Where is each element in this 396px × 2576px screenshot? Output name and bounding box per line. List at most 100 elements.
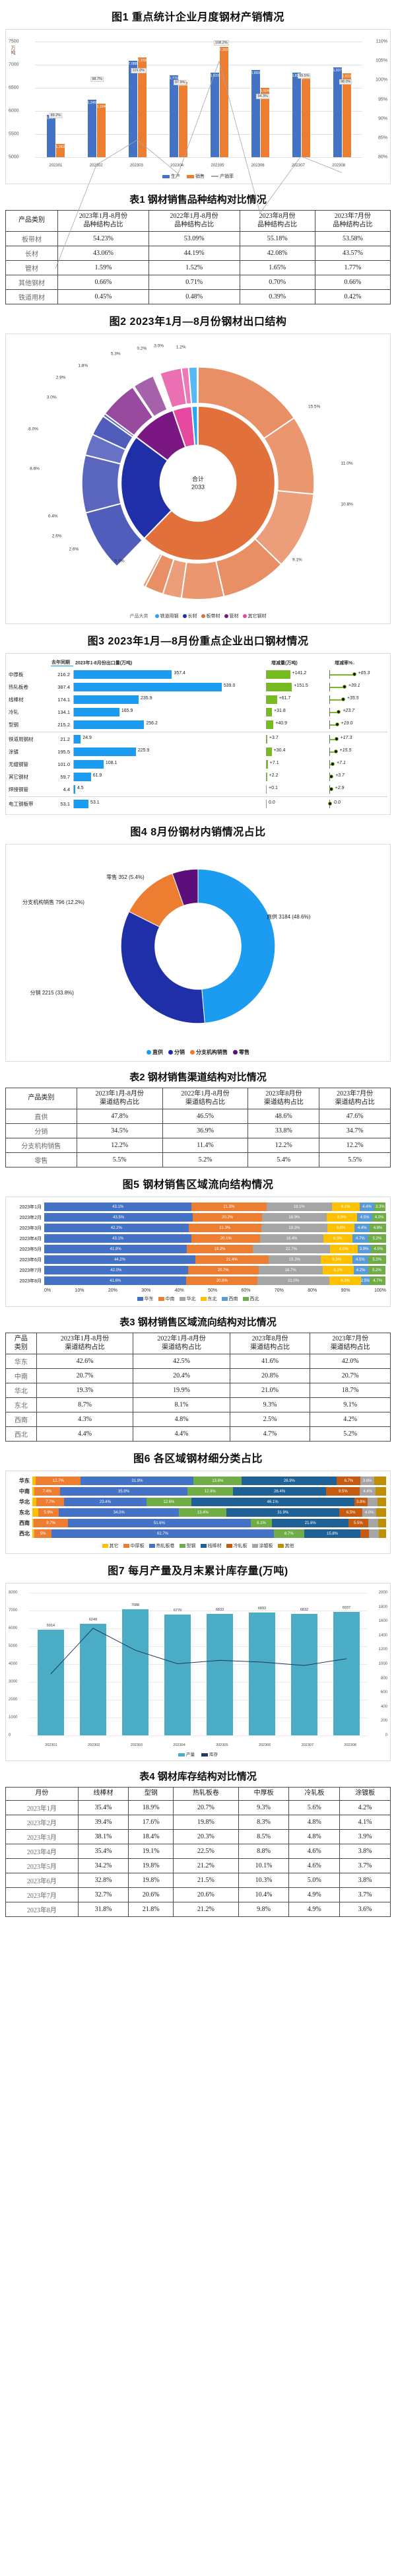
fig3-bar-cell: 61.9	[73, 773, 263, 781]
t3-cell: 4.2%	[310, 1412, 391, 1427]
fig1-bar-value: 6,937	[333, 69, 342, 73]
fig2-percent-label: 8.6%	[30, 466, 40, 471]
t2-cell: 5.4%	[248, 1152, 320, 1167]
t2-header-line: 渠道结构占比	[185, 1098, 226, 1106]
table2-title: 表2 钢材销售渠道结构对比情况	[129, 1072, 267, 1083]
fig4-legend-label: 分支机构销售	[196, 1049, 228, 1055]
t2-cell: 46.5%	[162, 1109, 249, 1124]
fig7-y-tick: 2000	[9, 1698, 18, 1702]
fig6-row-label: 西北	[19, 1531, 30, 1537]
fig7-bar-value: 6937	[342, 1605, 351, 1610]
fig1-y-right-tick: 95%	[378, 97, 387, 102]
fig6-segment: 6.1%	[250, 1519, 273, 1527]
fig1-gridline	[35, 157, 362, 158]
t3-header-line: 产品	[14, 1335, 28, 1342]
fig3-rate-line	[330, 712, 339, 713]
fig7-gridline	[30, 1735, 368, 1736]
t2-header-line: 渠道结构占比	[100, 1098, 140, 1106]
fig1-bar-value: 6,770	[169, 77, 178, 81]
fig3-bar-cell: 235.9	[73, 695, 263, 704]
t3-header-line: 2023年8月份	[251, 1335, 288, 1342]
t1-cell: 0.45%	[57, 289, 149, 304]
fig7-y-right-tick: 1400	[378, 1633, 387, 1638]
fig3-export-value: 357.4	[174, 671, 185, 676]
fig2-percent-label: 3.0%	[154, 343, 164, 349]
fig5-bar-track: 43.1% 21.9% 19.1% 8.1% 4.4% 3.3%	[44, 1202, 386, 1211]
fig1-legend-swatch	[187, 174, 194, 178]
t3-cell: 8.7%	[36, 1397, 134, 1412]
fig6-legend-swatch	[200, 1544, 207, 1549]
fig5-bar-track: 41.8% 19.2% 22.7% 8.0% 3.9% 4.5%	[44, 1245, 386, 1253]
fig2-chart: 合计 2033 产品大类 铁道用钢 长材 板带材 管材 其它钢材 15.5% 11.0% 10…	[5, 333, 391, 624]
fig1-legend-swatch	[162, 174, 170, 178]
fig2-arc	[197, 366, 296, 440]
fig5-segment: 8.5%	[323, 1234, 352, 1243]
fig2-legend-dot	[224, 614, 228, 619]
fig1-x-tick: 202307	[291, 164, 305, 168]
fig5-x-tick: 0%	[44, 1288, 51, 1293]
t3-cell: 18.7%	[310, 1383, 391, 1398]
fig1-rate-label: 97.9%	[173, 79, 187, 85]
fig4-slice-label: 分销 2215 (33.8%)	[30, 990, 74, 996]
t3-row-label: 西南	[5, 1412, 37, 1427]
fig1-bar-sales: 7,392	[219, 46, 228, 157]
fig3-row: 铁道用钢材 21.2 24.9 +3.7 +17.3	[9, 733, 387, 746]
fig2-percent-label: 1.2%	[176, 345, 186, 350]
fig7-legend-swatch	[201, 1753, 208, 1757]
fig7-bars: 5914 6249 7088 6770 6833 6893 6832 6937	[30, 1593, 368, 1736]
fig5-row: 2023年1月 43.1% 21.9% 19.1% 8.1% 4.4% 3.3%	[10, 1202, 386, 1211]
fig2-percent-label: 2.9%	[55, 375, 66, 380]
fig5-bar-track: 41.6% 20.8% 21.0% 9.3% 2.5% 4.7%	[44, 1276, 386, 1285]
fig5-legend: 华东 中南 华北 东北 西南 西北	[10, 1293, 386, 1302]
fig3-delta-cell: +7.1	[266, 760, 327, 769]
fig2-percent-label: 0.4%	[48, 514, 58, 519]
fig1-bar-sales: 6,813	[342, 73, 351, 157]
fig5-legend-item: 西北	[242, 1296, 259, 1302]
fig6-segment: 3.8%	[360, 1477, 374, 1485]
fig2-center-label: 合计 2033	[191, 475, 205, 491]
fig7-gridline	[30, 1682, 368, 1683]
fig3-rate-value: +17.3	[340, 736, 352, 740]
fig3-rate-value: +3.7	[335, 773, 345, 778]
fig5-legend-swatch	[137, 1297, 143, 1302]
fig6-legend-item: 其它	[102, 1543, 119, 1549]
table-row: 铁道用材 0.45% 0.48% 0.39% 0.42%	[5, 289, 391, 304]
fig2-legend-dot	[154, 614, 159, 619]
fig3-delta-cell: +3.7	[266, 735, 327, 744]
t2-header-0: 产品类别	[5, 1088, 77, 1109]
fig5-legend-swatch	[158, 1297, 164, 1302]
fig5-legend-item: 西南	[221, 1296, 238, 1302]
fig4-slice	[197, 868, 276, 1024]
fig6-legend-label: 型钢	[186, 1544, 196, 1549]
fig3-row: 型钢 215.2 256.2 +40.9 +19.0	[9, 718, 387, 731]
fig3-delta-cell: +0.1	[266, 785, 327, 794]
t4-cell: 31.8%	[77, 1901, 129, 1917]
fig5-segment: 8.0%	[327, 1224, 355, 1232]
fig3-rate-line	[330, 699, 343, 701]
t3-cell: 2.5%	[229, 1412, 311, 1427]
fig7-y-tick: 7000	[9, 1609, 18, 1613]
fig4-legend-label: 零售	[239, 1049, 249, 1055]
fig3-rate-line	[330, 751, 336, 753]
t3-cell: 19.3%	[36, 1383, 134, 1398]
fig5-segment: 42.2%	[44, 1224, 189, 1232]
fig6-segment: 62.7%	[51, 1529, 274, 1538]
fig1-rate-line	[35, 42, 362, 369]
t3-header-line: 2023年1月-8月份	[60, 1335, 110, 1342]
fig3-rate-dot	[328, 802, 332, 806]
fig4-donut-svg	[120, 868, 276, 1024]
fig1-y-tick: 7000	[9, 62, 19, 67]
fig1-bar-production: 6,833	[210, 72, 219, 157]
fig6-segment: 21.6%	[272, 1519, 349, 1527]
fig2-legend-dot	[242, 614, 247, 619]
fig7-x-tick: 202306	[258, 1743, 271, 1747]
fig3-row-label: 其它钢材	[9, 774, 28, 780]
fig2-legend-item: 长材	[182, 613, 197, 619]
fig7-y-right-tick: 2000	[378, 1591, 387, 1595]
table3-title: 表3 钢材销售区域流向结构对比情况	[119, 1317, 277, 1328]
fig6-legend-label: 其它	[109, 1544, 119, 1549]
t2-cell: 47.6%	[319, 1109, 391, 1124]
fig3-rate-dot	[352, 672, 356, 676]
fig3-export-bar	[74, 708, 119, 716]
fig5-row-label: 2023年2月	[19, 1215, 42, 1220]
